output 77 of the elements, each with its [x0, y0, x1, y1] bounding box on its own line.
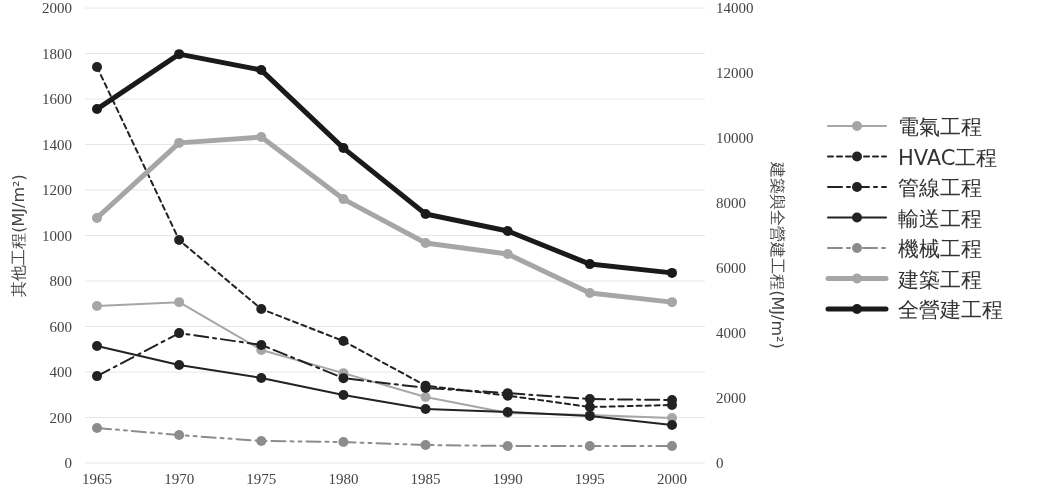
- point: [256, 435, 267, 446]
- point: [174, 430, 185, 441]
- point: [338, 389, 349, 400]
- y-tick-label: 0: [64, 455, 72, 471]
- point: [584, 288, 595, 299]
- y2-tick-label: 12000: [716, 65, 754, 81]
- y-tick-label: 1800: [42, 45, 72, 62]
- y2-tick-label: 10000: [716, 130, 754, 146]
- y2-tick-label: 4000: [716, 325, 746, 341]
- y-tick-label: 1400: [42, 136, 72, 153]
- point: [667, 420, 677, 431]
- point: [174, 297, 185, 308]
- y-tick-label: 1200: [42, 182, 72, 198]
- legend-label: 輸送工程: [898, 206, 982, 231]
- point: [667, 440, 677, 451]
- point: [502, 225, 513, 236]
- y-tick-label: 800: [49, 273, 72, 289]
- x-tick-label: 1990: [492, 471, 523, 487]
- point: [584, 440, 595, 451]
- point: [92, 61, 102, 72]
- legend-label: HVAC工程: [898, 145, 998, 170]
- x-tick-label: 1970: [164, 471, 195, 487]
- x-tick-label: 1965: [82, 471, 112, 487]
- point: [338, 143, 349, 154]
- y-tick-label: 400: [49, 364, 72, 380]
- point: [174, 137, 185, 148]
- x-tick-label: 1975: [246, 471, 277, 487]
- point: [420, 404, 431, 415]
- legend-label: 機械工程: [898, 237, 982, 261]
- y2-tick-label: 0: [716, 455, 724, 471]
- y-tick-label: 2000: [42, 0, 72, 16]
- point: [92, 104, 102, 115]
- y-tick-label: 1000: [42, 227, 72, 244]
- y2-tick-label: 8000: [716, 195, 746, 211]
- x-tick-label: 1995: [574, 471, 605, 487]
- point: [256, 339, 267, 350]
- point: [667, 297, 677, 308]
- point: [584, 259, 595, 270]
- point: [420, 392, 431, 403]
- point: [420, 237, 431, 248]
- y2-tick-label: 14000: [716, 0, 754, 16]
- y2-tick-label: 2000: [716, 390, 746, 406]
- point: [338, 437, 349, 448]
- legend-label: 電氣工程: [898, 115, 982, 139]
- y-tick-label: 1600: [42, 91, 72, 107]
- point: [92, 422, 102, 433]
- point: [174, 49, 185, 60]
- point: [256, 132, 267, 143]
- y-axis-title: 其他工程(MJ/m²): [9, 174, 28, 297]
- x-tick-label: 2000: [657, 471, 687, 487]
- point: [338, 336, 349, 347]
- point: [92, 212, 102, 223]
- point: [502, 249, 513, 260]
- legend-label: 建築工程: [897, 267, 982, 292]
- point: [338, 194, 349, 205]
- point: [256, 372, 267, 383]
- point: [420, 209, 431, 220]
- y2-tick-label: 6000: [716, 260, 746, 276]
- point: [256, 65, 267, 76]
- point: [502, 440, 513, 451]
- point: [174, 235, 185, 246]
- point: [92, 301, 102, 312]
- legend-label: 管線工程: [898, 176, 982, 200]
- x-tick-label: 1980: [328, 471, 359, 487]
- point: [420, 440, 431, 451]
- point: [174, 328, 185, 339]
- point: [92, 371, 102, 382]
- y-tick-label: 200: [49, 409, 72, 426]
- point: [338, 373, 349, 384]
- point: [92, 341, 102, 352]
- point: [256, 303, 267, 314]
- y2-axis-title: 建築與全營建工程(MJ/m²): [768, 161, 787, 349]
- point: [667, 267, 677, 278]
- x-tick-label: 1985: [410, 471, 441, 487]
- y-tick-label: 600: [49, 318, 72, 335]
- legend-label: 全營建工程: [898, 298, 1003, 322]
- point: [174, 359, 185, 370]
